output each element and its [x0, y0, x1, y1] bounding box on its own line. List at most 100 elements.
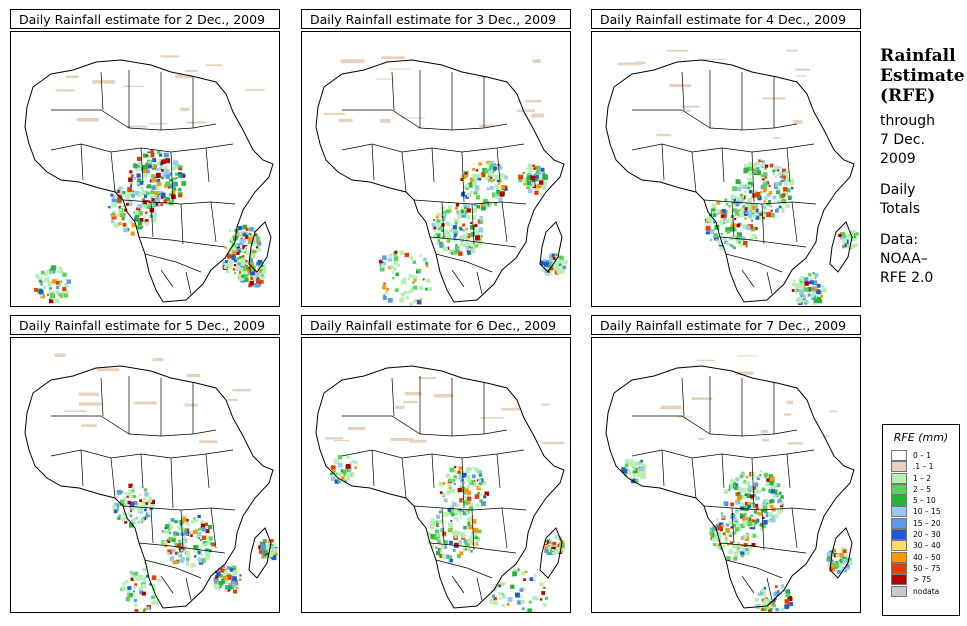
- light-rain-patch: [333, 440, 349, 442]
- rainfall-cell: [755, 215, 759, 220]
- rainfall-cell: [459, 516, 462, 519]
- rainfall-cell: [333, 458, 338, 463]
- rainfall-cell: [745, 225, 751, 231]
- rainfall-cell: [558, 259, 563, 264]
- rainfall-cell: [435, 222, 441, 228]
- rainfall-cell: [795, 283, 801, 289]
- rainfall-cell: [725, 219, 729, 224]
- rainfall-cell: [502, 604, 506, 608]
- rainfall-cell: [764, 476, 767, 479]
- rainfall-cell: [216, 581, 219, 584]
- rainfall-cell: [735, 235, 740, 241]
- rainfall-cell: [475, 239, 480, 244]
- rainfall-cell: [50, 293, 55, 299]
- rainfall-cell: [132, 190, 135, 193]
- rainfall-cell: [722, 217, 726, 221]
- rainfall-cell: [245, 271, 248, 274]
- rainfall-cell: [379, 266, 385, 272]
- rainfall-cell: [151, 185, 156, 190]
- rainfall-cell: [472, 483, 477, 488]
- rainfall-cell: [340, 476, 345, 481]
- rainfall-cell: [160, 165, 163, 169]
- rainfall-cell: [233, 264, 237, 267]
- light-rain-patch: [389, 68, 411, 70]
- rainfall-cell: [230, 568, 235, 573]
- rainfall-cell: [395, 272, 399, 277]
- rainfall-cell: [495, 187, 499, 191]
- rainfall-cell: [440, 544, 445, 549]
- rainfall-cell: [553, 544, 558, 549]
- map-panel-dec-6: Daily Rainfall estimate for 6 Dec., 2009: [301, 315, 573, 613]
- rainfall-cell: [834, 562, 839, 568]
- rainfall-cell: [404, 290, 408, 295]
- rainfall-cell: [513, 568, 518, 574]
- rainfall-cell: [162, 172, 168, 178]
- rainfall-cell: [159, 153, 163, 157]
- rainfall-cell: [474, 185, 480, 191]
- rainfall-cell: [180, 173, 186, 178]
- rainfall-cell: [471, 474, 476, 479]
- rainfall-cell: [453, 509, 456, 512]
- rainfall-cell: [742, 224, 747, 230]
- rainfall-cell: [713, 235, 719, 241]
- rainfall-cell: [199, 538, 202, 542]
- rainfall-cell: [551, 266, 553, 269]
- country-border: [632, 415, 798, 437]
- rainfall-cell: [450, 252, 454, 255]
- rainfall-cell: [754, 482, 759, 487]
- rainfall-cell: [251, 250, 254, 254]
- rainfall-cell: [760, 162, 766, 167]
- rainfall-cell: [493, 166, 497, 171]
- rainfall-cell: [835, 560, 839, 564]
- rainfall-cell: [760, 591, 764, 595]
- legend-label: .1 – 1: [913, 462, 934, 472]
- rainfall-cell: [234, 271, 237, 274]
- light-rain-patch: [773, 137, 781, 139]
- light-rain-patch: [795, 68, 811, 71]
- light-rain-patch: [531, 113, 545, 118]
- light-rain-patch: [696, 359, 715, 362]
- light-rain-patch: [54, 353, 66, 357]
- rainfall-cell: [769, 504, 774, 509]
- rainfall-cell: [726, 543, 730, 546]
- rainfall-cell: [827, 554, 830, 557]
- rainfall-cell: [131, 505, 135, 509]
- rainfall-cell: [559, 270, 564, 275]
- rainfall-cell: [256, 235, 259, 238]
- rainfall-cell: [241, 255, 245, 258]
- rainfall-cell: [138, 165, 141, 168]
- rainfall-cell: [751, 205, 756, 210]
- rainfall-cell: [775, 187, 780, 192]
- rainfall-cell: [172, 560, 177, 565]
- rainfall-cell: [125, 195, 130, 200]
- rainfall-cell: [331, 465, 336, 470]
- rainfall-cell: [731, 531, 735, 535]
- rainfall-cell: [844, 244, 848, 248]
- rainfall-cell: [552, 541, 556, 546]
- light-rain-patch: [186, 373, 201, 378]
- rainfall-cell: [161, 169, 164, 172]
- rainfall-cell: [853, 230, 857, 233]
- rainfall-cell: [785, 204, 790, 209]
- legend-label: 40 – 50: [913, 552, 941, 562]
- rainfall-cell: [136, 173, 141, 178]
- rainfall-cell: [719, 221, 724, 226]
- rainfall-cell: [518, 178, 523, 183]
- rainfall-cell: [783, 179, 786, 182]
- rainfall-cell: [408, 274, 413, 278]
- rainfall-cell: [183, 544, 188, 549]
- rainfall-cell: [234, 581, 239, 586]
- rainfall-cell: [434, 529, 440, 534]
- rainfall-cell: [178, 174, 182, 178]
- rainfall-cell: [761, 608, 764, 611]
- rainfall-cell: [762, 160, 765, 163]
- rainfall-cell: [556, 267, 560, 272]
- rainfall-cell: [739, 212, 745, 218]
- rainfall-cell: [245, 234, 250, 239]
- rainfall-cell: [242, 232, 247, 237]
- rainfall-cell: [468, 182, 473, 188]
- rainfall-cell: [470, 241, 476, 247]
- rainfall-cell: [762, 516, 765, 520]
- rainfall-cell: [752, 167, 757, 172]
- rainfall-cell: [551, 253, 555, 257]
